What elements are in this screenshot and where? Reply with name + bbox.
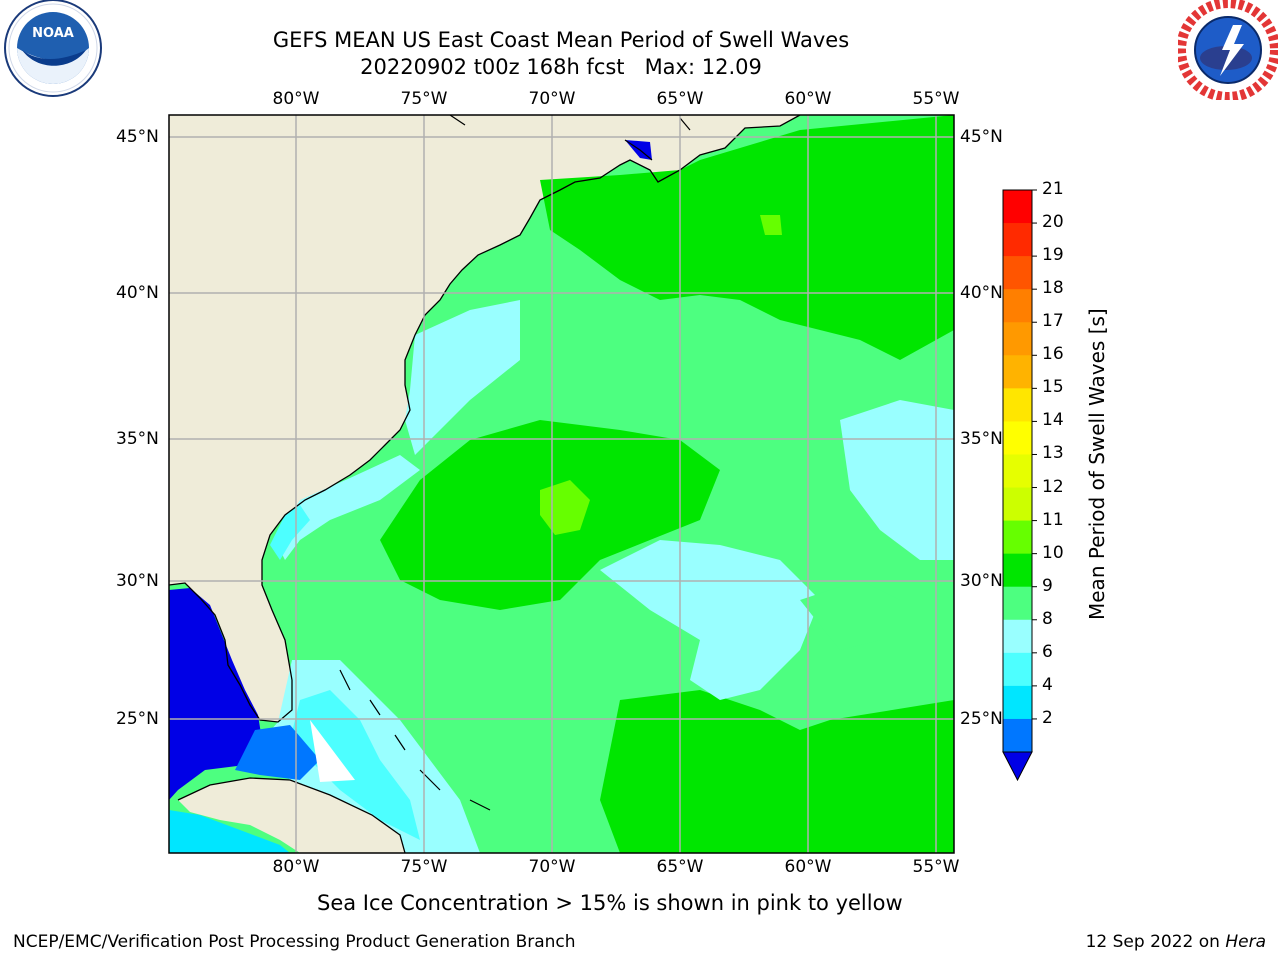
colorbar-tick-label: 9 <box>1042 575 1053 596</box>
colorbar-tick-label: 17 <box>1042 311 1064 332</box>
lat-label-right: 30°N <box>960 571 1003 591</box>
colorbar-under-triangle <box>1002 751 1033 782</box>
colorbar-frame <box>1002 189 1033 753</box>
lon-label-top: 75°W <box>400 89 448 109</box>
footer-credit: NCEP/EMC/Verification Post Processing Pr… <box>13 932 576 952</box>
footer-machine: Hera <box>1225 932 1266 952</box>
sea-ice-caption: Sea Ice Concentration > 15% is shown in … <box>317 891 903 915</box>
lon-label-top: 70°W <box>528 89 576 109</box>
colorbar-tick-label: 21 <box>1042 179 1064 199</box>
lon-label-bottom: 60°W <box>784 857 832 877</box>
map-field <box>169 115 954 853</box>
noaa-logo: NOAA <box>4 0 102 97</box>
colorbar-swatch <box>1003 289 1032 323</box>
lat-label-right: 45°N <box>960 127 1003 147</box>
lat-label-right: 25°N <box>960 709 1003 729</box>
lon-label-bottom: 65°W <box>656 857 704 877</box>
colorbar-swatch <box>1003 256 1032 290</box>
colorbar-tick-label: 10 <box>1042 542 1064 563</box>
colorbar-swatch <box>1003 685 1032 720</box>
lat-label-left: 35°N <box>116 429 159 449</box>
colorbar-title: Mean Period of Swell Waves [s] <box>1085 308 1109 620</box>
colorbar-tick-label: 4 <box>1042 674 1053 695</box>
colorbar-tick-label: 11 <box>1042 509 1064 530</box>
lon-label-bottom: 70°W <box>528 857 576 877</box>
lon-label-top: 60°W <box>784 89 832 109</box>
map-frame <box>168 114 955 854</box>
colorbar-tick-label: 14 <box>1042 410 1064 431</box>
land-north-america <box>169 115 800 722</box>
lon-label-bottom: 75°W <box>400 857 448 877</box>
colorbar <box>1002 189 1037 782</box>
lat-label-right: 40°N <box>960 283 1003 303</box>
colorbar-swatch <box>1003 223 1032 257</box>
colorbar-tick-label: 15 <box>1042 377 1064 398</box>
footer-date: 12 Sep 2022 on Hera <box>1086 932 1266 952</box>
lat-label-left: 30°N <box>116 571 159 591</box>
lat-label-left: 45°N <box>116 127 159 147</box>
colorbar-tick-label: 20 <box>1042 212 1064 233</box>
colorbar-swatch <box>1003 652 1032 687</box>
lon-label-bottom: 55°W <box>912 857 960 877</box>
lon-label-bottom: 80°W <box>272 857 320 877</box>
colorbar-tick-label: 16 <box>1042 344 1064 365</box>
colorbar-tick-label: 13 <box>1042 443 1064 464</box>
graticule <box>169 115 954 853</box>
nws-logo <box>1178 0 1278 100</box>
svg-text:NOAA: NOAA <box>32 26 74 41</box>
colorbar-tick-label: 12 <box>1042 476 1064 497</box>
lon-label-top: 55°W <box>912 89 960 109</box>
chart-subtitle: 20220902 t00z 168h fcst Max: 12.09 <box>360 55 762 79</box>
colorbar-swatch <box>1003 190 1032 224</box>
lat-label-left: 25°N <box>116 709 159 729</box>
colorbar-tick-label: 6 <box>1042 641 1053 662</box>
lat-label-right: 35°N <box>960 429 1003 449</box>
colorbar-swatch <box>1003 487 1032 522</box>
chart-title: GEFS MEAN US East Coast Mean Period of S… <box>272 28 850 52</box>
colorbar-swatch <box>1003 586 1032 621</box>
footer-date-text: 12 Sep 2022 on <box>1085 932 1226 952</box>
lon-label-top: 65°W <box>656 89 704 109</box>
lon-label-top: 80°W <box>272 89 320 109</box>
colorbar-tick-label: 8 <box>1042 608 1053 629</box>
colorbar-swatch <box>1003 421 1032 455</box>
colorbar-swatch <box>1003 322 1032 356</box>
colorbar-tick-label: 18 <box>1042 278 1064 299</box>
land-cuba <box>178 778 405 853</box>
colorbar-swatch <box>1003 553 1032 588</box>
colorbar-swatch <box>1003 718 1032 753</box>
colorbar-swatch <box>1003 454 1032 489</box>
colorbar-tick-label: 2 <box>1042 707 1053 728</box>
colorbar-tick-label: 19 <box>1042 245 1064 266</box>
lat-label-left: 40°N <box>116 283 159 303</box>
colorbar-swatch <box>1003 355 1032 389</box>
colorbar-swatch <box>1003 388 1032 422</box>
colorbar-swatch <box>1003 619 1032 654</box>
colorbar-swatch <box>1003 520 1032 555</box>
